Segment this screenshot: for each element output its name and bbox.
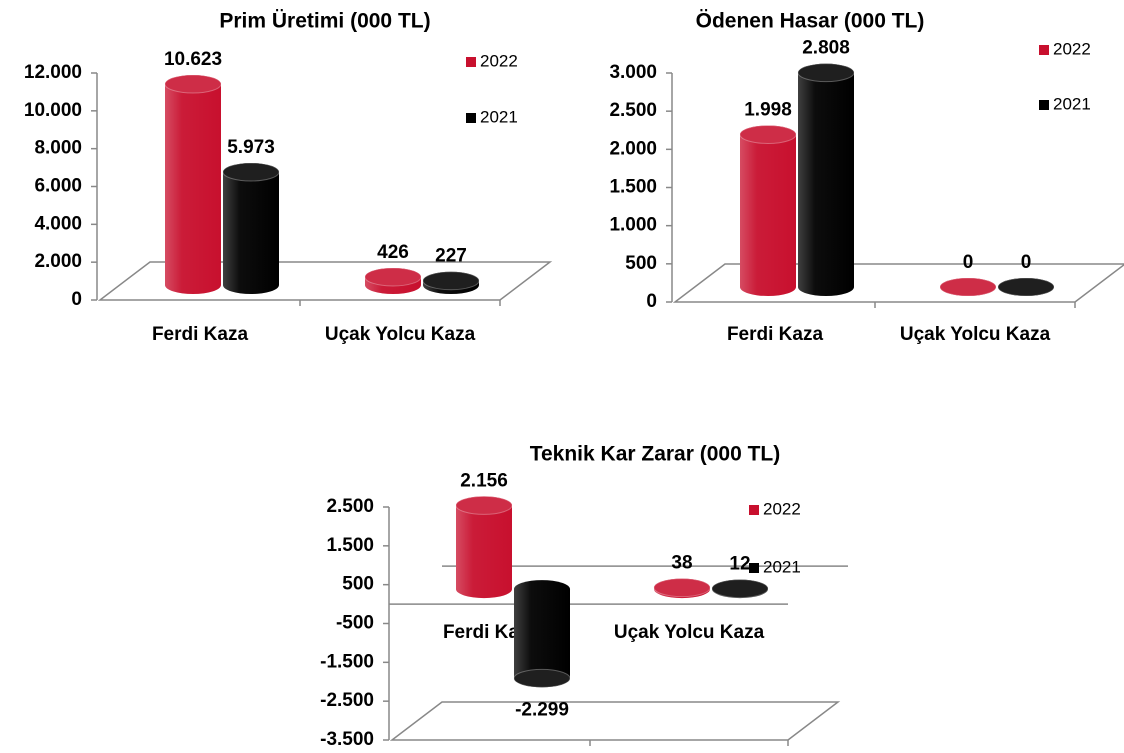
bar-cap-shine (514, 669, 570, 688)
legend-label: 2021 (1053, 94, 1091, 113)
bar-cap (422, 271, 480, 291)
bar-cap-shine (740, 125, 796, 144)
x-tick-label: Uçak Yolcu Kaza (614, 622, 765, 643)
chart-title: Ödenen Hasar (000 TL) (696, 10, 925, 33)
data-label: 38 (671, 553, 692, 574)
bar-cap (513, 668, 571, 688)
bar-cap-shine (998, 278, 1054, 296)
legend-swatch (466, 57, 476, 67)
bar-shine (798, 63, 854, 297)
data-label: 426 (377, 242, 409, 263)
data-label: 5.973 (227, 137, 275, 158)
data-label: 10.623 (164, 49, 222, 70)
data-label: 0 (963, 252, 974, 273)
bar-cap (222, 162, 280, 182)
bar-cap-shine (223, 163, 279, 182)
bar-cap (739, 124, 797, 144)
bar-cap-shine (365, 267, 421, 286)
y-tick-label: -3.500 (320, 729, 374, 750)
bar-shine (456, 496, 512, 599)
data-label: 12 (729, 554, 750, 575)
y-tick-label: 6.000 (34, 176, 82, 197)
floor (97, 261, 553, 301)
y-tick-label: 2.000 (609, 138, 657, 159)
legend-swatch (1039, 100, 1049, 110)
data-label: -2.299 (515, 699, 569, 720)
legend-swatch (466, 113, 476, 123)
bar-cap (653, 578, 711, 598)
x-tick-label: Uçak Yolcu Kaza (900, 324, 1051, 345)
floor (672, 263, 1124, 303)
y-tick-label: 0 (646, 291, 657, 312)
bar-shine (740, 125, 796, 296)
floor (389, 701, 841, 741)
y-tick-label: -2.500 (320, 690, 374, 711)
data-label: 1.998 (744, 100, 792, 121)
y-tick-label: 1.000 (609, 215, 657, 236)
bar-cap (164, 74, 222, 94)
bar-shine (514, 580, 570, 688)
bar-cap (797, 63, 855, 83)
bar-cap (455, 495, 513, 515)
y-tick-label: 12.000 (24, 62, 82, 83)
data-label: 2.156 (460, 470, 508, 491)
bar-cap-shine (712, 579, 768, 598)
y-tick-label: 2.500 (609, 100, 657, 121)
x-tick-label: Uçak Yolcu Kaza (325, 324, 476, 345)
y-tick-label: -500 (336, 613, 374, 634)
legend-swatch (1039, 45, 1049, 55)
y-tick-label: 10.000 (24, 100, 82, 121)
legend-label: 2021 (480, 107, 518, 126)
bar-cap-shine (654, 578, 710, 597)
y-tick-label: 3.000 (609, 62, 657, 83)
y-tick-label: 1.500 (326, 535, 374, 556)
y-tick-label: -1.500 (320, 651, 374, 672)
y-tick-label: 4.000 (34, 213, 82, 234)
bar-cap (939, 277, 997, 297)
legend-swatch (749, 563, 759, 573)
x-tick-label: Ferdi Kaza (152, 324, 249, 345)
y-tick-label: 2.000 (34, 251, 82, 272)
data-label: 2.808 (802, 38, 850, 59)
chart-title: Teknik Kar Zarar (000 TL) (530, 443, 781, 466)
data-label: 0 (1021, 252, 1032, 273)
bar-cap (997, 277, 1055, 297)
y-tick-label: 500 (625, 253, 657, 274)
legend-label: 2022 (763, 499, 801, 518)
data-label: 227 (435, 246, 467, 267)
y-tick-label: 0 (71, 289, 82, 310)
bar-cap-shine (940, 278, 996, 296)
y-tick-label: 2.500 (326, 496, 374, 517)
legend-swatch (749, 505, 759, 515)
legend-label: 2022 (480, 51, 518, 70)
bar-cap-shine (423, 271, 479, 290)
x-tick-label: Ferdi Kaza (727, 324, 824, 345)
y-tick-label: 8.000 (34, 138, 82, 159)
bar-shine (223, 163, 279, 294)
bar-cap-shine (798, 63, 854, 82)
y-tick-label: 500 (342, 574, 374, 595)
y-tick-label: 1.500 (609, 177, 657, 198)
legend-label: 2021 (763, 557, 801, 576)
bar-cap-shine (165, 75, 221, 94)
bar-cap-shine (456, 496, 512, 515)
legend-label: 2022 (1053, 39, 1091, 58)
chart-title: Prim Üretimi (000 TL) (219, 10, 430, 33)
bar-cap (364, 267, 422, 287)
bar-cap (711, 579, 769, 599)
bar-shine (165, 75, 221, 294)
